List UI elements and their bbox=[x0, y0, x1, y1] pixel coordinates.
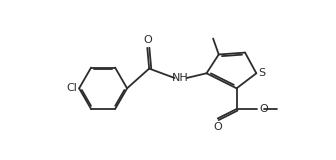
Text: Cl: Cl bbox=[67, 83, 77, 93]
Text: O: O bbox=[259, 104, 268, 114]
Text: S: S bbox=[259, 68, 266, 78]
Text: NH: NH bbox=[172, 73, 189, 83]
Text: O: O bbox=[213, 122, 222, 132]
Text: O: O bbox=[143, 35, 152, 45]
